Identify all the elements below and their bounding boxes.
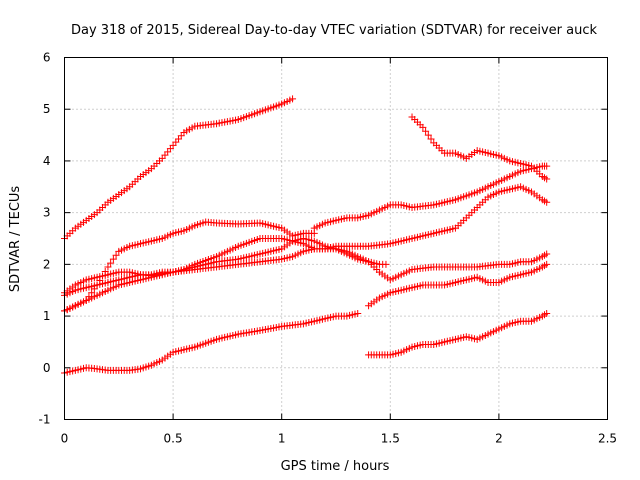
series-prn-i bbox=[61, 309, 362, 377]
y-tick-label: 3 bbox=[43, 206, 51, 220]
series-prn-h bbox=[365, 260, 551, 310]
tick-labels: 0 0.5 1 1.5 2 2.5 -1 0 1 2 3 4 5 6 bbox=[39, 51, 618, 446]
data-point bbox=[419, 123, 427, 131]
x-tick-label: 1 bbox=[278, 432, 286, 446]
axis-ticks bbox=[64, 57, 608, 420]
x-tick-label: 1.5 bbox=[381, 432, 400, 446]
y-axis-label: SDTVAR / TECUs bbox=[8, 186, 23, 293]
plot-frame bbox=[64, 57, 608, 420]
data-point bbox=[354, 309, 362, 317]
y-tick-label: 0 bbox=[43, 361, 51, 375]
data-point bbox=[422, 127, 430, 135]
y-tick-label: 4 bbox=[43, 154, 51, 168]
y-tick-label: 2 bbox=[43, 257, 51, 271]
data-point bbox=[543, 198, 551, 206]
series-prn-b bbox=[408, 113, 551, 183]
data-point bbox=[382, 260, 390, 268]
y-tick-label: -1 bbox=[39, 413, 51, 427]
data-point bbox=[543, 250, 551, 258]
data-marks bbox=[61, 95, 551, 377]
series-prn-g bbox=[61, 183, 551, 315]
series-prn-a bbox=[61, 95, 297, 242]
x-tick-label: 0.5 bbox=[164, 432, 183, 446]
series-prn-j bbox=[365, 309, 551, 359]
data-point bbox=[289, 95, 297, 103]
data-point bbox=[543, 309, 551, 317]
data-point bbox=[543, 260, 551, 268]
data-point bbox=[104, 263, 112, 271]
data-point bbox=[427, 135, 435, 143]
x-axis-label: GPS time / hours bbox=[281, 459, 390, 474]
x-tick-label: 2.5 bbox=[598, 432, 617, 446]
y-tick-label: 1 bbox=[43, 309, 51, 323]
data-point bbox=[543, 175, 551, 183]
x-tick-label: 2 bbox=[495, 432, 503, 446]
data-point bbox=[107, 259, 115, 267]
series-prn-d bbox=[310, 162, 551, 232]
y-tick-label: 5 bbox=[43, 102, 51, 116]
data-point bbox=[112, 251, 120, 259]
chart-title: Day 318 of 2015, Sidereal Day-to-day VTE… bbox=[71, 23, 597, 38]
x-tick-label: 0 bbox=[61, 432, 69, 446]
data-point bbox=[109, 255, 117, 263]
data-point bbox=[424, 131, 432, 139]
data-point bbox=[543, 162, 551, 170]
y-tick-label: 6 bbox=[43, 51, 51, 65]
